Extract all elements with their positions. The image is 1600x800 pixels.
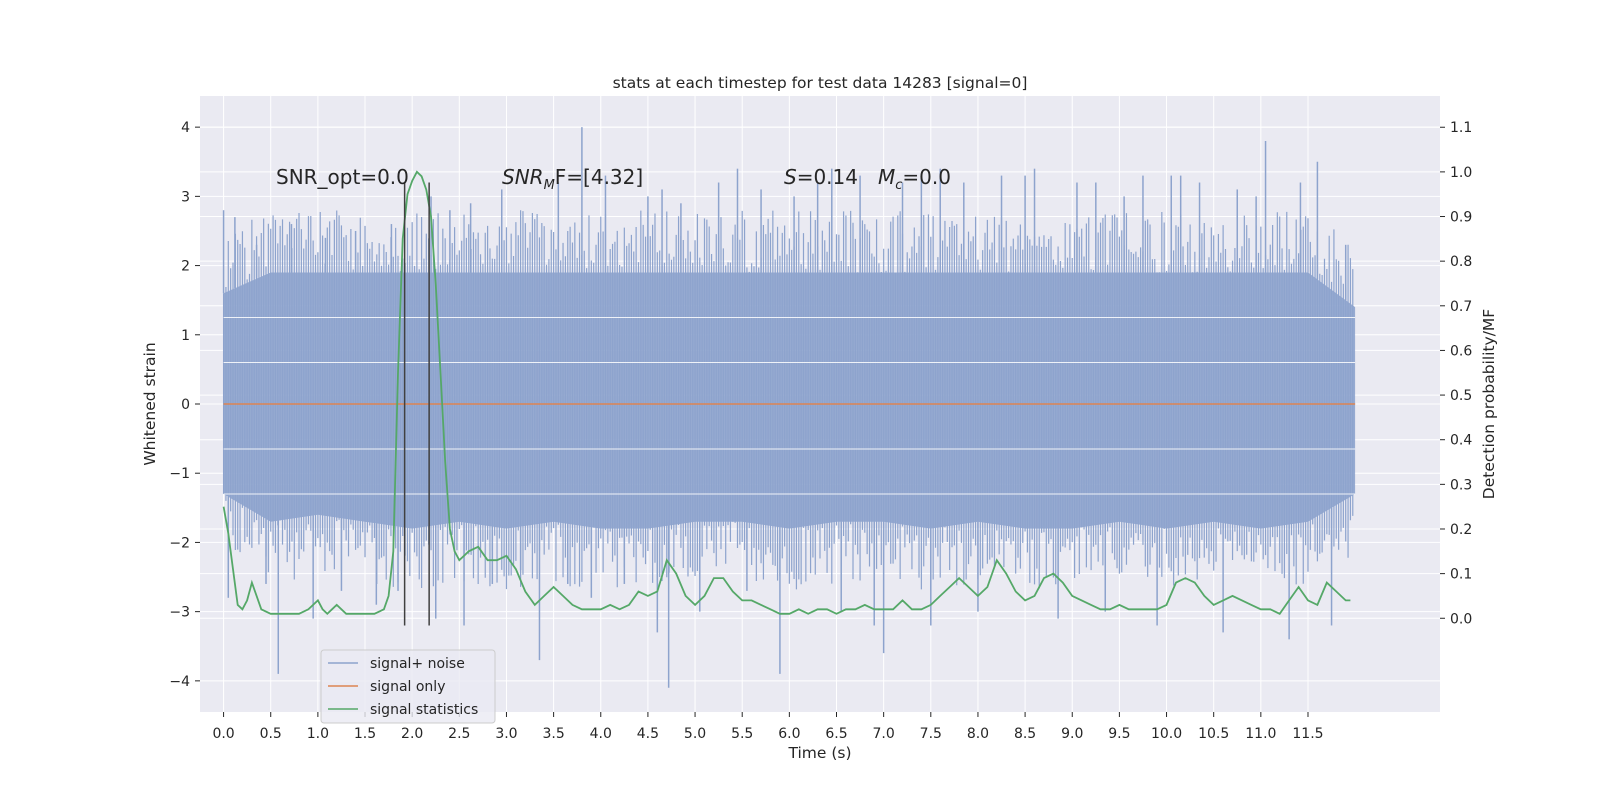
y-right-tick-label: 0.3: [1450, 477, 1472, 493]
x-tick-label: 8.5: [1014, 726, 1036, 742]
x-tick-label: 0.0: [212, 726, 234, 742]
marker-lines: [403, 182, 430, 626]
y-right-tick-label: 0.8: [1450, 254, 1472, 270]
annotation-snr-mf: SNRMF=[4.32]: [502, 165, 643, 193]
line-series: [222, 170, 1356, 616]
y-right-tick-label: 0.7: [1450, 299, 1472, 315]
y-tick-label: −3: [169, 605, 190, 621]
x-tick-label: 9.0: [1061, 726, 1083, 742]
annotation-snr-mf-value: F=[4.32]: [555, 165, 643, 189]
x-tick-label: 7.5: [920, 726, 942, 742]
y-axis-title: Whitened strain: [141, 342, 159, 465]
x-tick-label: 6.0: [778, 726, 800, 742]
legend: signal+ noise signal only signal statist…: [320, 649, 496, 724]
legend-box: [320, 649, 496, 724]
y-right-tick-label: 0.0: [1450, 611, 1472, 627]
x-tick-label: 11.5: [1292, 726, 1323, 742]
annotation-snr-mf-label: SNR: [502, 165, 544, 189]
y-axis-right-title: Detection probability/MF: [1480, 309, 1498, 500]
x-tick-label: 8.0: [967, 726, 989, 742]
x-tick-label: 10.0: [1151, 726, 1182, 742]
x-tick-label: 2.5: [448, 726, 470, 742]
x-tick-label: 2.0: [401, 726, 423, 742]
legend-label-statistics: signal statistics: [370, 702, 478, 718]
annotation-mc: Mc=0.0: [878, 165, 951, 193]
y-right-tick-label: 0.9: [1450, 210, 1472, 226]
annotation-mc-value: =0.0: [902, 165, 951, 189]
x-tick-label: 6.5: [825, 726, 847, 742]
x-tick-label: 4.0: [590, 726, 612, 742]
y-right-tick-label: 0.5: [1450, 388, 1472, 404]
y-right-tick-label: 0.1: [1450, 567, 1472, 583]
annotation-s-value: =0.14: [797, 165, 858, 189]
y-tick-label: −1: [169, 466, 190, 482]
x-tick-label: 3.5: [542, 726, 564, 742]
signal-statistics-line: [222, 170, 1351, 616]
y-tick-label: 2: [181, 259, 190, 275]
chart-title: stats at each timestep for test data 142…: [613, 74, 1028, 92]
x-tick-label: 5.5: [731, 726, 753, 742]
annotation-snr-mf-subscript: M: [544, 178, 555, 193]
x-tick-label: 4.5: [637, 726, 659, 742]
x-tick-label: 1.0: [307, 726, 329, 742]
y-right-tick-label: 0.2: [1450, 522, 1472, 538]
annotation-row: SNR_opt=0.0 SNRMF=[4.32] S=0.14 Mc=0.0: [276, 165, 951, 193]
x-tick-label: 11.0: [1245, 726, 1276, 742]
annotation-mc-subscript: c: [895, 178, 902, 193]
tick-labels: 0.0 0.5 1.0 1.5 2.0 2.5 3.0 3.5 4.0 4.5 5.0 5.5 6.0 6…: [169, 120, 1472, 742]
x-tick-label: 10.5: [1198, 726, 1229, 742]
x-tick-label: 0.5: [260, 726, 282, 742]
y-right-tick-label: 0.6: [1450, 343, 1472, 359]
x-tick-label: 5.0: [684, 726, 706, 742]
noise-series: [222, 127, 1356, 688]
y-right-tick-label: 0.4: [1450, 433, 1472, 449]
annotation-mc-label: M: [878, 165, 895, 189]
annotation-snr-opt: SNR_opt=0.0: [276, 165, 409, 189]
y-right-tick-label: 1.1: [1450, 120, 1472, 136]
x-tick-label: 3.0: [495, 726, 517, 742]
x-axis-title: Time (s): [787, 744, 851, 762]
y-right-tick-label: 1.0: [1450, 165, 1472, 181]
y-tick-label: −2: [169, 535, 190, 551]
y-tick-label: 4: [181, 120, 190, 136]
y-tick-label: 0: [181, 397, 190, 413]
y-tick-label: −4: [169, 674, 190, 690]
annotation-s-label: S: [784, 165, 797, 189]
legend-label-noise: signal+ noise: [370, 656, 465, 672]
x-tick-label: 7.0: [873, 726, 895, 742]
y-tick-label: 3: [181, 189, 190, 205]
annotation-s: S=0.14: [784, 165, 858, 189]
y-tick-label: 1: [181, 328, 190, 344]
x-tick-label: 9.5: [1108, 726, 1130, 742]
legend-label-signal: signal only: [370, 679, 445, 695]
x-tick-label: 1.5: [354, 726, 376, 742]
